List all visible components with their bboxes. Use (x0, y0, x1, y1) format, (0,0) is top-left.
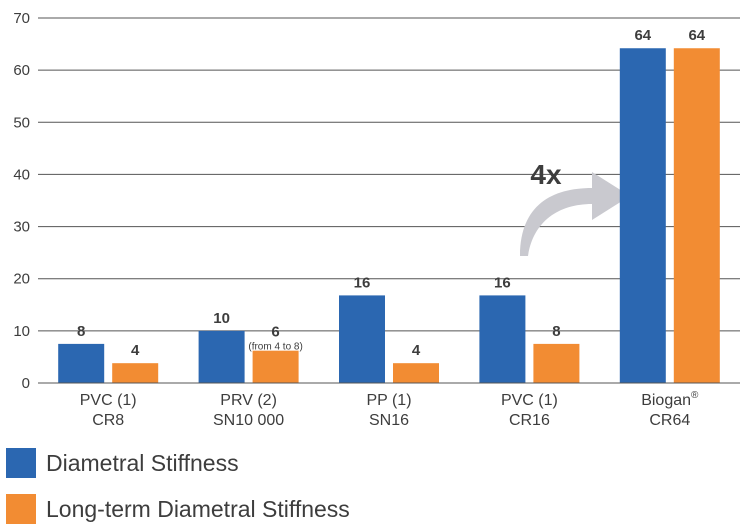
bar-diametral-0 (58, 343, 105, 383)
bar-long-term-0 (112, 363, 159, 383)
legend-label: Diametral Stiffness (46, 449, 239, 476)
data-labels: 8 4 10 6 16 4 16 8 64 64 (77, 27, 706, 359)
range-note: (from 4 to 8) (248, 342, 302, 353)
y-tick-label: 70 (13, 10, 30, 27)
category-label: CR16 (509, 412, 550, 429)
data-label: 4 (412, 342, 421, 359)
bar-long-term-2 (393, 363, 439, 383)
bar-diametral-4 (619, 48, 666, 383)
category-label: PRV (2) (220, 392, 277, 409)
bar-chart: 0 10 20 30 40 50 60 70 8 4 10 6 16 4 16 8 64 64 PVC (1) C… (13, 10, 740, 429)
y-tick-label: 0 (22, 375, 30, 392)
data-label: 4 (131, 342, 140, 359)
category-labels: PVC (1) CR8 PRV (2) SN10 000 PP (1) SN16 PVC (… (80, 390, 699, 429)
legend-label: Long-term Diametral Stiffness (46, 495, 350, 522)
data-label: 64 (634, 27, 651, 44)
data-label: 8 (77, 323, 85, 340)
y-tick-label: 10 (13, 323, 30, 340)
bars (58, 48, 720, 383)
gridlines (38, 17, 740, 332)
bar-diametral-2 (339, 295, 385, 383)
data-label: 16 (354, 274, 371, 291)
category-label: PVC (1) (501, 392, 558, 409)
bar-diametral-3 (479, 295, 526, 383)
growth-arrow (520, 172, 630, 256)
legend-swatch-orange (6, 494, 36, 524)
y-tick-label: 40 (13, 166, 30, 183)
y-tick-label: 60 (13, 62, 30, 79)
category-label: SN16 (369, 412, 409, 429)
arrow-shape (520, 172, 630, 256)
category-label: CR8 (92, 412, 124, 429)
category-label: PVC (1) (80, 392, 137, 409)
bar-long-term-4 (673, 48, 720, 383)
data-label: 10 (213, 310, 230, 327)
category-label: SN10 000 (213, 412, 284, 429)
y-tick-label: 50 (13, 114, 30, 131)
category-label: Biogan® (641, 390, 699, 409)
y-axis-ticks: 0 10 20 30 40 50 60 70 (13, 10, 30, 392)
bar-diametral-1 (198, 330, 245, 383)
data-label: 64 (688, 27, 705, 44)
data-label: 8 (552, 323, 560, 340)
legend-swatch-blue (6, 448, 36, 478)
data-label: 16 (494, 274, 511, 291)
category-label: CR64 (649, 412, 690, 429)
data-label: 6 (271, 324, 279, 341)
bar-long-term-1 (252, 350, 299, 383)
legend-item-diametral: Diametral Stiffness (6, 448, 239, 478)
legend-item-long-term: Long-term Diametral Stiffness (6, 494, 350, 524)
bar-long-term-3 (533, 343, 580, 383)
multiplier-label: 4x (530, 159, 562, 190)
y-tick-label: 20 (13, 271, 30, 288)
category-label: PP (1) (366, 392, 411, 409)
y-tick-label: 30 (13, 219, 30, 236)
